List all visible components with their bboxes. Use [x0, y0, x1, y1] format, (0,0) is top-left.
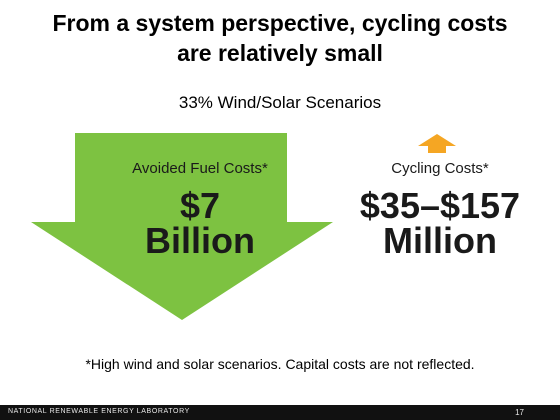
cycling-costs-unit: Million: [383, 220, 497, 261]
title-line-2: are relatively small: [177, 40, 383, 66]
avoided-fuel-amount: $7: [179, 185, 221, 226]
footnote: *High wind and solar scenarios. Capital …: [85, 356, 475, 372]
page-number: 17: [515, 408, 524, 417]
avoided-fuel-unit: Billion: [145, 220, 255, 261]
title-line-1: From a system perspective, cycling costs: [52, 10, 508, 36]
footer-organization: NATIONAL RENEWABLE ENERGY LABORATORY: [8, 408, 190, 415]
cycling-costs-label: Cycling Costs*: [391, 160, 489, 177]
slide-subtitle: 33% Wind/Solar Scenarios: [178, 93, 382, 112]
avoided-fuel-label: Avoided Fuel Costs*: [132, 160, 268, 177]
cycling-costs-value: $35–$157 Million: [335, 185, 545, 261]
cycling-costs-amount: $35–$157: [359, 185, 521, 226]
footer-bar: NATIONAL RENEWABLE ENERGY LABORATORY 17: [0, 405, 560, 420]
slide-title: From a system perspective, cycling costs…: [0, 8, 560, 68]
avoided-fuel-value: $7 Billion: [80, 185, 320, 261]
